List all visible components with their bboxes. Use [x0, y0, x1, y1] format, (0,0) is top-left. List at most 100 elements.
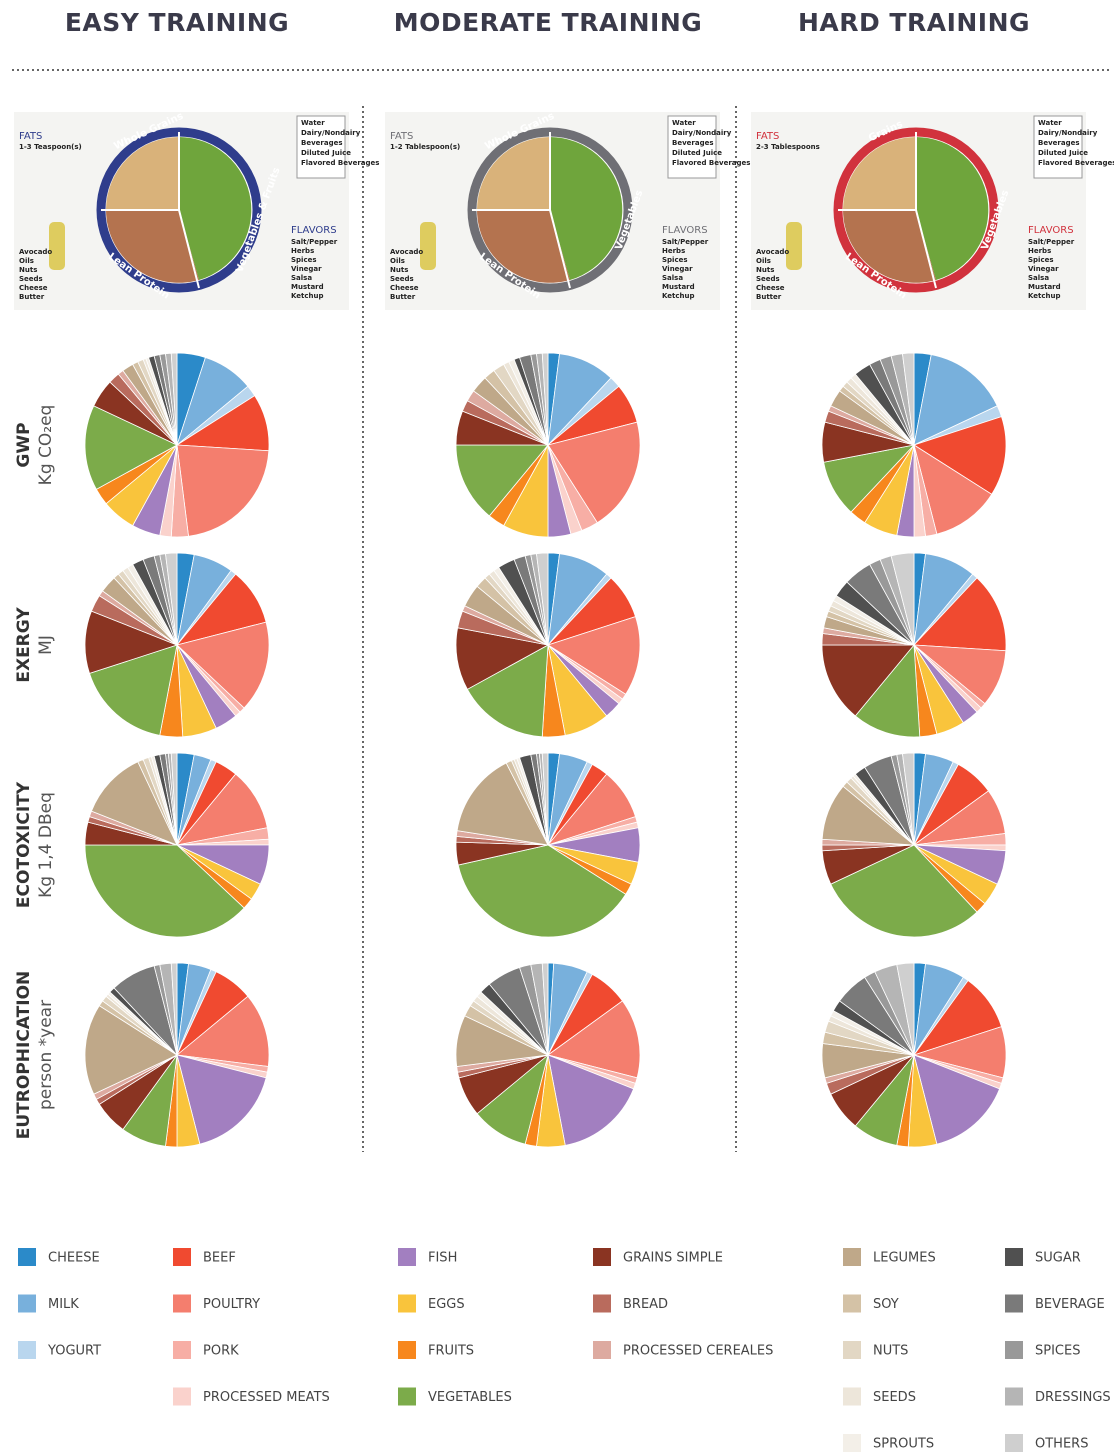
legend-swatch [398, 1341, 416, 1359]
flavors-item: Vinegar [291, 265, 322, 273]
legend-swatch [593, 1341, 611, 1359]
oil-bottle [786, 222, 802, 270]
fats-item: Cheese [19, 284, 48, 292]
legend-swatch [173, 1294, 191, 1313]
column-title: MODERATE TRAINING [394, 8, 703, 37]
drinks-item: Flavored Beverages [301, 159, 379, 167]
pie-slice [456, 762, 549, 846]
pie-slice [896, 962, 915, 1056]
legend-label: FRUITS [428, 1344, 474, 1359]
legend-swatch [1005, 1248, 1023, 1266]
flavors-item: Salt/Pepper [291, 238, 338, 246]
legend-label: SUGAR [1035, 1251, 1081, 1266]
fats-item: Oils [19, 257, 34, 265]
flavors-item: Herbs [662, 247, 685, 255]
legend-swatch [843, 1294, 861, 1313]
fats-item: Butter [19, 293, 45, 301]
drinks-item: Dairy/Nondairy [672, 129, 732, 137]
plate-grains [106, 137, 179, 210]
legend-swatch [843, 1341, 861, 1359]
flavors-item: Spices [662, 256, 688, 264]
fats-item: Nuts [390, 266, 408, 274]
drinks-item: Beverages [672, 139, 714, 147]
pie-slice [821, 644, 915, 717]
legend-label: LEGUMES [873, 1251, 936, 1266]
pie-slice [547, 1000, 641, 1079]
pie-slice [466, 644, 549, 738]
legend-swatch [593, 1248, 611, 1266]
flavors-item: Herbs [1028, 247, 1051, 255]
legend-label: SEEDS [873, 1390, 916, 1405]
legend-swatch [1005, 1294, 1023, 1313]
column-title: HARD TRAINING [798, 8, 1030, 37]
legend-swatch [843, 1248, 861, 1266]
drinks-item: Flavored Beverages [1038, 159, 1114, 167]
flavors-item: Mustard [291, 283, 324, 291]
flavors-item: Salt/Pepper [1028, 238, 1075, 246]
legend-swatch [1005, 1434, 1023, 1452]
fats-item: Cheese [756, 284, 785, 292]
pie-slice [176, 621, 270, 709]
fats-item: Nuts [756, 266, 774, 274]
legend-label: FISH [428, 1251, 457, 1266]
pie-slice [890, 552, 915, 646]
plate-protein [843, 210, 936, 283]
fats-label: FATS [390, 131, 413, 142]
flavors-item: Mustard [662, 283, 695, 291]
pie-slice [547, 616, 641, 695]
pie-slice [854, 643, 921, 738]
fats-amount: 2-3 Tablespoons [756, 143, 820, 151]
fats-amount: 1-3 Teaspoon(s) [19, 143, 82, 151]
pie-slice [913, 1054, 1001, 1145]
pie-slice [84, 1005, 178, 1095]
legend-swatch [1005, 1341, 1023, 1359]
pie-slice [913, 577, 1007, 652]
flavors-item: Spices [1028, 256, 1054, 264]
drinks-item: Beverages [1038, 139, 1080, 147]
pie-slice [88, 644, 178, 736]
pie-slice [913, 444, 993, 535]
row-label: EUTROPHICATION [14, 971, 34, 1139]
pie-slice [176, 1054, 267, 1145]
drinks-item: Water [1038, 119, 1062, 127]
legend-label: SPICES [1035, 1344, 1080, 1359]
legend-swatch [843, 1387, 861, 1406]
drinks-item: Beverages [301, 139, 343, 147]
fats-item: Seeds [756, 275, 780, 283]
pie-slice [84, 844, 245, 938]
pie-slice [536, 552, 549, 646]
drinks-item: Diluted Juice [672, 149, 722, 157]
pie-slice [547, 1054, 635, 1146]
flavors-label: FLAVORS [662, 225, 708, 236]
plate-protein [477, 210, 570, 283]
pie-slice [170, 752, 178, 846]
flavors-label: FLAVORS [291, 225, 337, 236]
legend-swatch [398, 1387, 416, 1406]
legend-label: BEEF [203, 1251, 236, 1266]
pie-slice [176, 444, 270, 537]
drinks-box [667, 115, 717, 179]
row-label: GWP [14, 422, 34, 467]
plate-grains [843, 137, 916, 210]
legend-label: BEVERAGE [1035, 1297, 1105, 1312]
legend-swatch [593, 1294, 611, 1313]
oil-bottle [49, 222, 65, 270]
legend-label: PORK [203, 1344, 239, 1359]
flavors-item: Vinegar [1028, 265, 1059, 273]
pie-slice [913, 354, 998, 446]
fats-item: Nuts [19, 266, 37, 274]
drinks-item: Dairy/Nondairy [301, 129, 361, 137]
pie-slice [541, 752, 549, 846]
plate-divider [915, 209, 937, 289]
legend-label: VEGETABLES [428, 1390, 512, 1405]
pie-slice [913, 416, 1007, 495]
row-unit: Kg 1,4 DBeq [36, 792, 56, 898]
legend-swatch [398, 1294, 416, 1313]
fats-item: Avocado [390, 248, 423, 256]
row-unit: person *year [36, 1000, 56, 1110]
fats-item: Avocado [19, 248, 52, 256]
legend-label: GRAINS SIMPLE [623, 1251, 723, 1266]
